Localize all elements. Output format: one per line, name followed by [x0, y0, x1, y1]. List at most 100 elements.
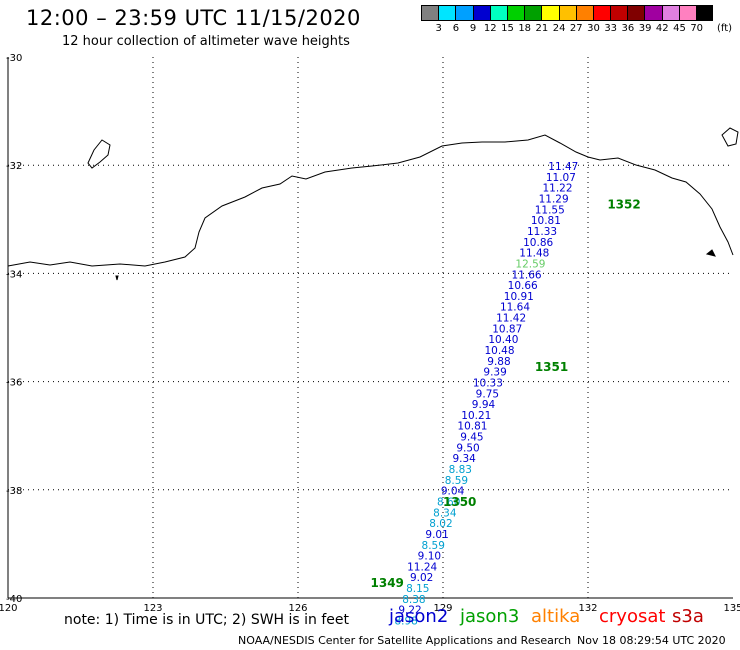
colorbar-label: 33: [604, 23, 618, 34]
orbit-labels: 1352 1351 1350 1349: [371, 197, 641, 590]
wave-height-value: 8.38: [402, 594, 425, 606]
wave-height-value: 12.59: [515, 258, 545, 270]
colorbar-label: 3: [435, 23, 442, 34]
wave-height-value: 9.01: [425, 529, 448, 541]
colorbar-label: 24: [552, 23, 566, 34]
wave-height-value: 10.86: [523, 237, 553, 249]
satellite-jason2: jason2: [389, 606, 449, 627]
colorbar-swatch: [438, 5, 456, 21]
wave-height-value: 11.48: [519, 248, 549, 260]
footer-note: note: 1) Time is in UTC; 2) SWH is in fe…: [64, 612, 350, 628]
colorbar-label: 45: [673, 23, 686, 34]
colorbar-label: 42: [655, 23, 669, 34]
wave-height-value: 10.91: [504, 291, 534, 303]
colorbar-label: 21: [535, 23, 549, 34]
wave-height-colorbar: (ft) 3 6 9 12 15 18 21 24 27 30 33 36 39 42 45 70: [421, 5, 732, 35]
colorbar-swatch: [678, 5, 696, 21]
colorbar-swatch: [610, 5, 628, 21]
colorbar-label: 9: [469, 23, 477, 34]
colorbar-swatch: [661, 5, 679, 21]
small-islet: [705, 249, 716, 257]
lon-tick-label: 132: [578, 603, 597, 614]
colorbar-swatch: [627, 5, 645, 21]
wave-height-value: 8.98: [394, 616, 417, 628]
australia-south-coast: [7, 134, 734, 267]
wave-height-value: 9.04: [441, 486, 465, 498]
colorbar-label: 36: [621, 23, 635, 34]
wave-height-value: 10.48: [484, 345, 514, 357]
footer-credit: NOAA/NESDIS Center for Satellite Applica…: [238, 634, 572, 647]
lon-tick-label: 129: [433, 603, 452, 614]
colorbar-swatch: [455, 5, 473, 21]
lat-tick-label: -36: [6, 378, 22, 389]
wave-height-value: 9.45: [460, 432, 483, 444]
wave-height-value: 11.33: [527, 226, 557, 238]
map-subtitle: 12 hour collection of altimeter wave hei…: [62, 34, 350, 49]
wave-height-value: 11.07: [546, 172, 576, 184]
kangaroo-island: [87, 139, 111, 169]
lat-tick-label: -32: [6, 161, 22, 172]
lat-tick-label: -34: [6, 269, 22, 280]
wave-height-value: 8.02: [429, 518, 452, 530]
colorbar-label: 12: [483, 23, 497, 34]
colorbar-swatch: [489, 5, 507, 21]
coastline: [7, 127, 739, 281]
lat-tick-label: -30: [6, 53, 22, 64]
lon-tick-label: 123: [143, 603, 162, 614]
wave-height-value: 11.24: [407, 561, 437, 573]
wave-height-value: 11.47: [548, 161, 578, 173]
lat-tick-label: -38: [6, 486, 22, 497]
colorbar-unit: (ft): [717, 23, 733, 34]
colorbar-swatch: [541, 5, 559, 21]
wave-height-value: 10.21: [461, 410, 491, 422]
colorbar-swatches: [421, 5, 714, 21]
wave-height-value: 10.81: [531, 215, 561, 227]
satellite-jason3: jason3: [460, 606, 520, 627]
wave-height-value: 10.40: [488, 334, 518, 346]
wave-height-value: 10.66: [508, 280, 538, 292]
colorbar-label: 27: [569, 23, 583, 34]
lat-lon-grid: [7, 57, 733, 599]
wave-height-value: 8.59: [422, 540, 445, 552]
orbit-number: 1350: [443, 495, 476, 509]
wave-height-value: 11.66: [512, 269, 542, 281]
satellite-altika: altika: [531, 606, 581, 627]
orbit-number: 1352: [607, 197, 640, 211]
colorbar-swatch: [524, 5, 542, 21]
wave-height-value: 9.94: [472, 399, 496, 411]
wave-height-value: 11.42: [496, 313, 526, 325]
colorbar-swatch: [575, 5, 593, 21]
satellite-s3a: s3a: [672, 606, 704, 627]
wave-height-value: 10.87: [492, 323, 522, 335]
wave-height-value: 9.34: [452, 453, 476, 465]
wave-height-value: 8.59: [445, 475, 468, 487]
colorbar-swatch: [558, 5, 576, 21]
satellite-cryosat: cryosat: [599, 606, 666, 627]
colorbar-swatch: [506, 5, 525, 21]
orbit-number: 1349: [371, 576, 404, 590]
wave-height-value: 9.88: [487, 356, 510, 368]
lon-tick-label: 135: [723, 603, 740, 614]
map-title: 12:00 – 23:59 UTC 11/15/2020: [26, 6, 361, 30]
colorbar-label: 70: [690, 23, 704, 34]
wave-height-value: 11.55: [535, 204, 565, 216]
wave-height-value: 9.39: [483, 367, 506, 379]
wave-height-labels: 11.4711.0711.2211.2911.5510.8111.3310.86…: [394, 161, 578, 627]
wave-height-value: 9.22: [398, 605, 421, 617]
orbit-number: 1351: [535, 360, 568, 374]
wave-height-value: 11.29: [539, 194, 569, 206]
wave-height-value: 10.81: [457, 421, 487, 433]
colorbar-swatch: [644, 5, 662, 21]
lon-tick-label: 120: [0, 603, 18, 614]
wave-height-value: 9.02: [410, 572, 433, 584]
colorbar-label: 18: [518, 23, 532, 34]
lat-tick-label: -40: [6, 594, 22, 605]
lon-tick-label: 126: [288, 603, 307, 614]
axis-tick-labels: 120 123 126 129 132 135 -30 -32 -34 -36 -38 -40: [0, 53, 740, 614]
wave-height-value: 8.15: [406, 583, 429, 595]
wave-height-value: 9.75: [476, 388, 499, 400]
colorbar-label: 39: [638, 23, 652, 34]
colorbar-swatch: [472, 5, 490, 21]
wave-height-value: 8.34: [433, 507, 457, 519]
